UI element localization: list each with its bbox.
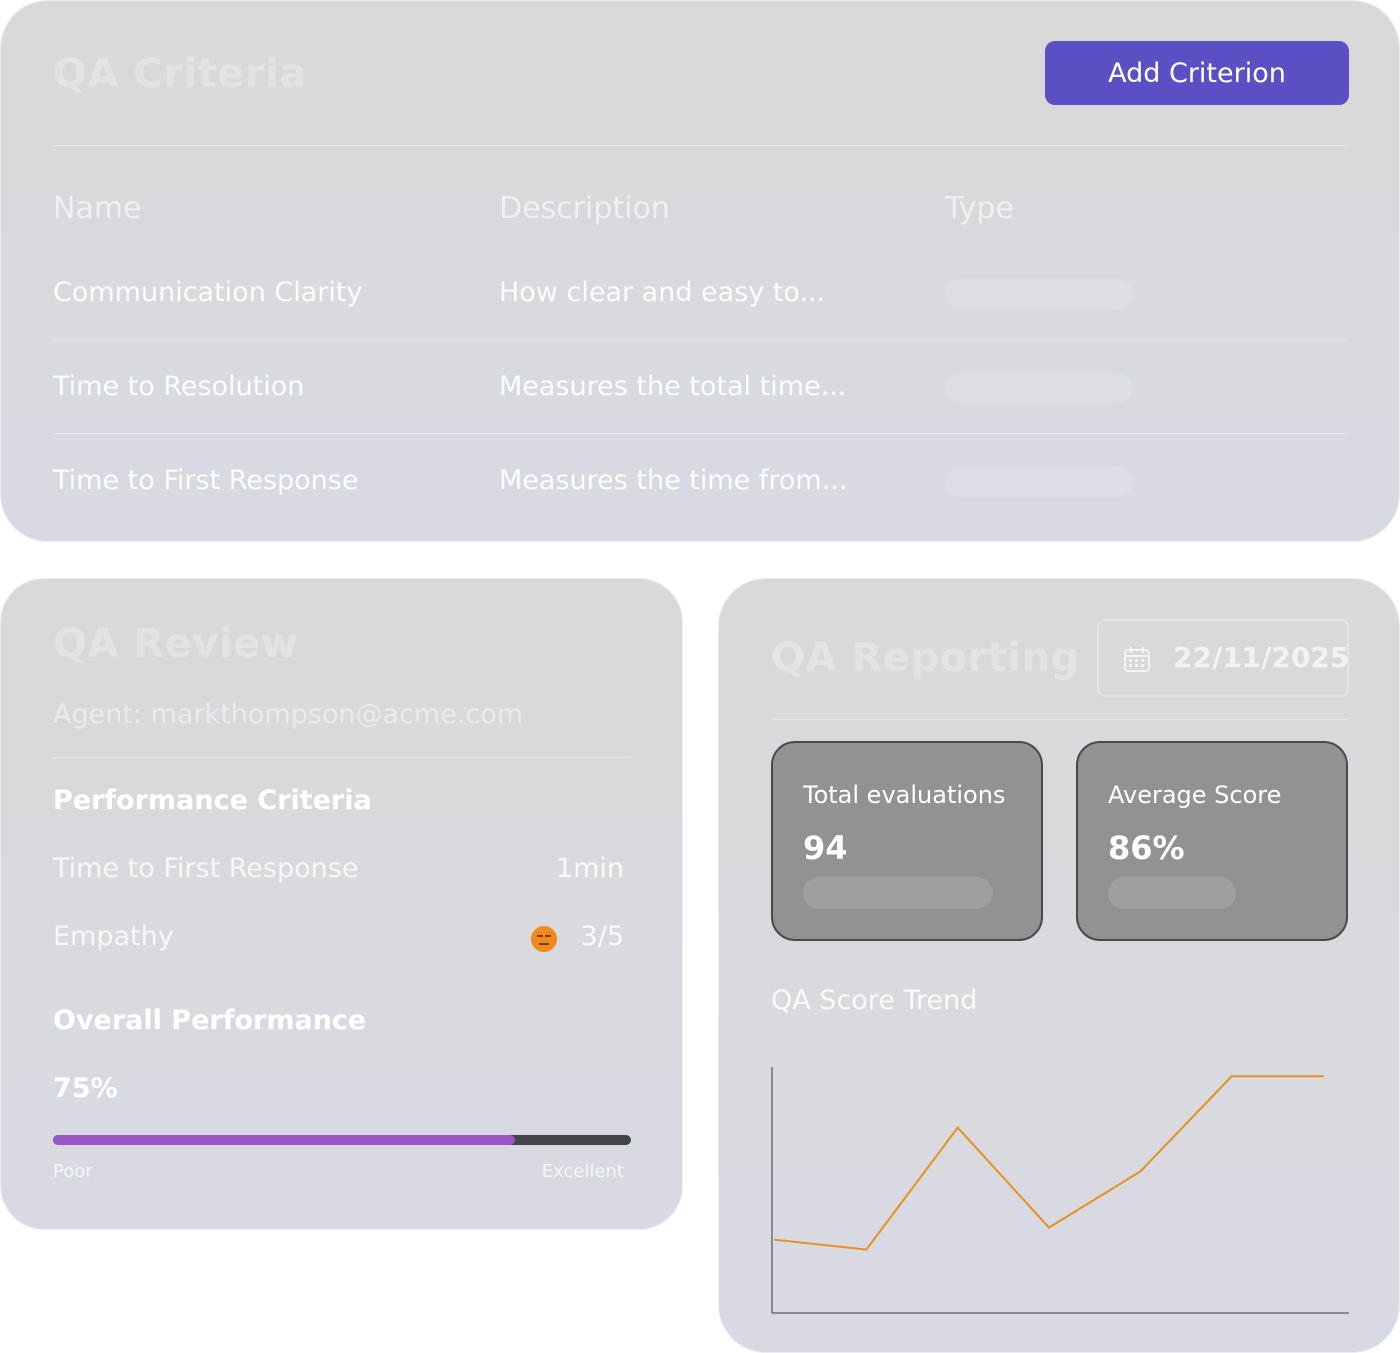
trend-point	[1139, 1170, 1142, 1173]
stat-placeholder	[1108, 877, 1236, 909]
criterion-name: Time to First Response	[53, 465, 359, 496]
trend-title: QA Score Trend	[771, 985, 978, 1016]
neutral-face-icon	[531, 926, 557, 952]
criterion-type-placeholder	[945, 279, 1133, 309]
criterion-type-placeholder	[945, 373, 1133, 403]
trend-series-line	[774, 1075, 1323, 1251]
stat-value: 94	[803, 829, 848, 867]
column-header-description[interactable]: Description	[499, 191, 670, 226]
performance-progress-bar	[53, 1135, 631, 1145]
criterion-name: Communication Clarity	[53, 277, 363, 308]
performance-criteria-heading: Performance Criteria	[53, 785, 372, 816]
add-criterion-button[interactable]: Add Criterion	[1045, 41, 1349, 105]
scale-low-label: Poor	[53, 1161, 93, 1182]
overall-percent: 75%	[53, 1073, 118, 1104]
criterion-value: 3/5	[580, 921, 624, 952]
row-divider	[53, 339, 1349, 340]
criterion-name: Time to Resolution	[53, 371, 305, 402]
qa-criteria-card: QA Criteria Add Criterion Name Descripti…	[0, 0, 1400, 542]
criteria-title: QA Criteria	[53, 51, 307, 97]
reporting-title: QA Reporting	[771, 635, 1080, 681]
criterion-value: 1min	[555, 853, 624, 884]
qa-review-card: QA Review Agent: markthompson@acme.com P…	[0, 578, 683, 1230]
criterion-label: Empathy	[53, 921, 174, 952]
review-title: QA Review	[53, 621, 299, 667]
column-header-name[interactable]: Name	[53, 191, 142, 226]
criterion-description: Measures the time from...	[499, 465, 848, 496]
date-picker[interactable]: 22/11/2025	[1097, 619, 1349, 697]
agent-email: Agent: markthompson@acme.com	[53, 699, 524, 730]
stat-label: Total evaluations	[803, 781, 1006, 809]
criterion-description: Measures the total time...	[499, 371, 847, 402]
criterion-label: Time to First Response	[53, 853, 359, 884]
trend-point	[1230, 1075, 1233, 1078]
review-divider	[53, 757, 631, 758]
reporting-divider	[771, 719, 1349, 720]
trend-point	[1322, 1075, 1324, 1078]
trend-point	[865, 1248, 868, 1251]
criteria-header-divider	[53, 145, 1349, 146]
selected-date: 22/11/2025	[1173, 641, 1350, 674]
performance-progress-fill	[53, 1135, 516, 1145]
trend-point	[956, 1126, 959, 1129]
stat-placeholder	[803, 877, 993, 909]
column-header-type[interactable]: Type	[945, 191, 1014, 226]
criterion-type-placeholder	[945, 467, 1133, 497]
trend-point	[774, 1238, 776, 1241]
stat-label: Average Score	[1108, 781, 1282, 809]
total-evaluations-card: Total evaluations 94	[771, 741, 1043, 941]
stat-value: 86%	[1108, 829, 1185, 867]
trend-point	[1048, 1226, 1050, 1229]
criterion-description: How clear and easy to...	[499, 277, 826, 308]
overall-performance-heading: Overall Performance	[53, 1005, 367, 1036]
row-divider	[53, 433, 1349, 434]
qa-score-trend-chart	[771, 1067, 1349, 1314]
qa-reporting-card: QA Reporting 22/11/2025 Total evaluation…	[718, 578, 1400, 1353]
scale-high-label: Excellent	[541, 1161, 624, 1182]
calendar-icon	[1124, 647, 1150, 672]
average-score-card: Average Score 86%	[1076, 741, 1348, 941]
